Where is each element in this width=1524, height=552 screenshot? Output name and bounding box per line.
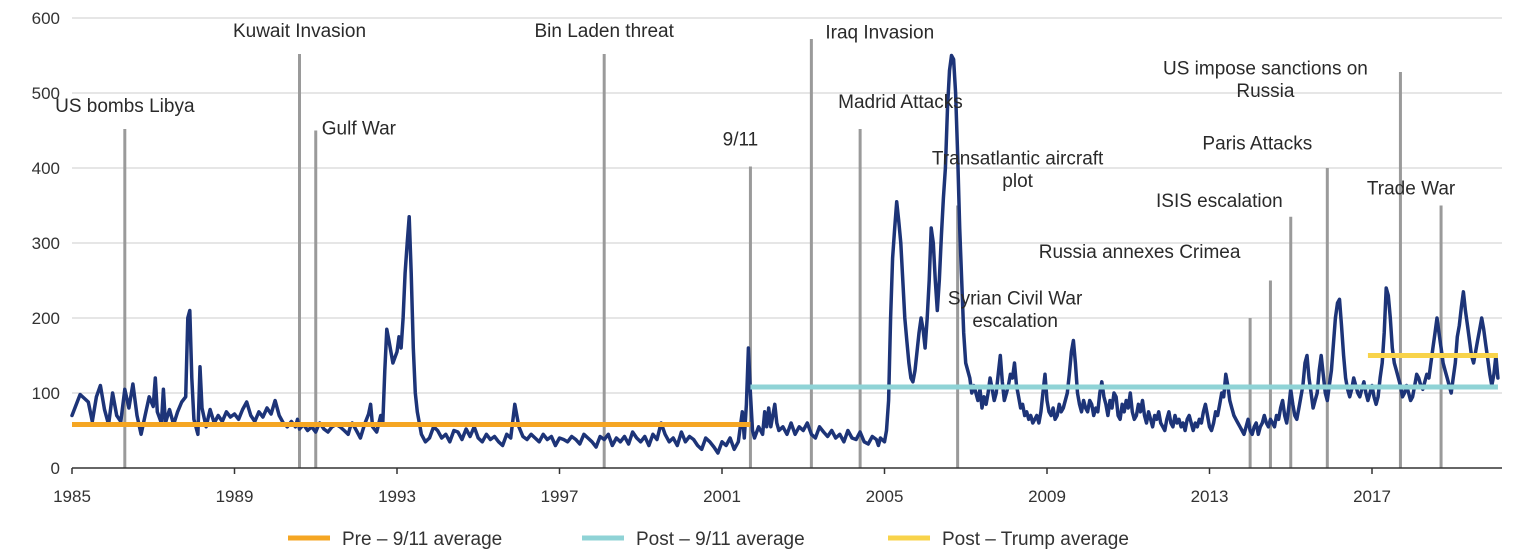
event-label: Madrid Attacks (838, 92, 963, 113)
legend: Pre – 9/11 average Post – 9/11 average Pos… (288, 529, 1129, 550)
x-tick-label: 2009 (1028, 487, 1066, 506)
x-tick-label: 2013 (1191, 487, 1229, 506)
y-tick-label: 600 (32, 9, 60, 28)
event-markers (123, 39, 1443, 468)
risk-index-series-line (70, 53, 1500, 455)
event-label: Paris Attacks (1202, 133, 1312, 154)
average-lines (72, 353, 1498, 427)
x-tick-label: 2017 (1353, 487, 1391, 506)
event-label: Bin Laden threat (534, 21, 674, 42)
event-label: 9/11 (723, 130, 759, 151)
legend-label-2: Post – Trump average (942, 529, 1129, 550)
y-tick-label: 500 (32, 84, 60, 103)
event-label: US impose sanctions on (1163, 58, 1368, 79)
event-label: Russia annexes Crimea (1039, 242, 1241, 263)
x-tick-label: 1997 (541, 487, 579, 506)
series (70, 53, 1500, 455)
y-tick-label: 200 (32, 309, 60, 328)
legend-label-1: Post – 9/11 average (636, 529, 805, 550)
axes: 0 100 200 300 400 500 600 1985 1989 1993 1997 2001 2… (32, 9, 1502, 506)
event-labels: US bombs Libya Kuwait Invasion Gulf War Bin… (55, 21, 1456, 332)
y-tick-label: 0 (51, 459, 60, 478)
event-label: ISIS escalation (1156, 191, 1283, 212)
event-label-line2: Russia (1236, 81, 1295, 102)
x-tick-label: 2001 (703, 487, 741, 506)
event-label: Syrian Civil War (948, 289, 1083, 310)
x-tick-label: 1985 (53, 487, 91, 506)
legend-label-0: Pre – 9/11 average (342, 529, 502, 550)
x-tick-label: 1989 (216, 487, 254, 506)
event-label: US bombs Libya (55, 96, 195, 117)
event-label: Kuwait Invasion (233, 21, 366, 42)
grid (72, 17, 1502, 394)
y-tick-label: 300 (32, 234, 60, 253)
event-label-line2: escalation (972, 311, 1058, 332)
event-label-line2: plot (1002, 171, 1033, 192)
event-label: Gulf War (322, 118, 397, 139)
event-label: Transatlantic aircraft (932, 148, 1104, 169)
event-label: Iraq Invasion (825, 22, 934, 43)
x-tick-label: 2005 (866, 487, 904, 506)
x-tick-label: 1993 (378, 487, 416, 506)
event-label: Trade War (1367, 178, 1456, 199)
y-tick-label: 400 (32, 159, 60, 178)
y-tick-label: 100 (32, 384, 60, 403)
